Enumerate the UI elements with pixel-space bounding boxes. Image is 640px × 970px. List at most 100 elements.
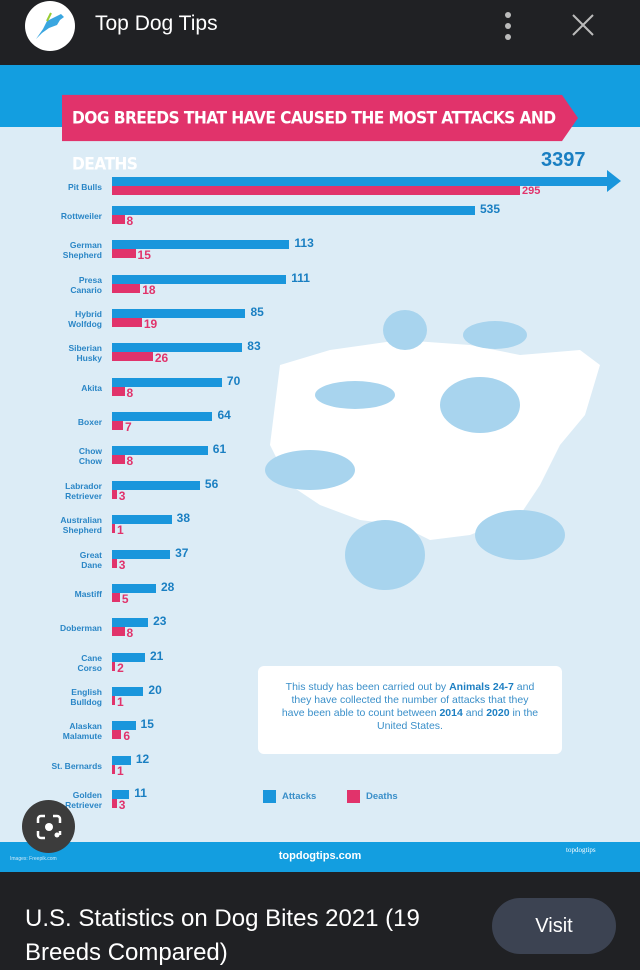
attacks-value: 111	[291, 270, 310, 285]
category-label: Chow Chow	[78, 446, 102, 467]
attacks-value: 15	[140, 717, 154, 732]
deaths-bar	[112, 798, 117, 808]
deaths-value: 15	[137, 248, 151, 263]
attacks-bar	[112, 412, 213, 422]
deaths-value: 1	[117, 523, 124, 538]
attacks-bar	[112, 446, 208, 456]
category-label: Great Dane	[79, 549, 102, 570]
deaths-bar	[112, 592, 120, 602]
attacks-bar	[112, 206, 475, 215]
attacks-bar	[112, 274, 287, 284]
close-icon[interactable]	[568, 10, 598, 40]
attacks-bar	[112, 177, 607, 186]
attacks-value: 113	[294, 236, 314, 251]
attacks-bar	[112, 549, 171, 559]
deaths-bar	[112, 730, 122, 740]
deaths-value: 8	[126, 385, 134, 400]
attacks-value: 23	[153, 614, 167, 629]
viewer-header: Top Dog Tips	[0, 0, 640, 65]
footer-logo: topdogtips	[566, 846, 596, 854]
deaths-bar	[112, 283, 141, 293]
google-lens-button[interactable]	[22, 800, 75, 853]
chart-title: DOG BREEDS THAT HAVE CAUSED THE MOST ATT…	[62, 94, 578, 174]
deaths-bar	[112, 661, 116, 671]
jumping-dog-icon	[36, 12, 64, 39]
deaths-value: 3	[118, 797, 126, 812]
deaths-value: 8	[126, 626, 134, 641]
deaths-value: 295	[522, 185, 541, 197]
attacks-value: 3397	[541, 149, 586, 171]
deaths-bar	[112, 421, 123, 431]
deaths-bar	[112, 524, 115, 534]
attacks-bar	[112, 618, 149, 628]
attacks-value: 70	[226, 373, 241, 388]
site-name: Top Dog Tips	[95, 12, 218, 35]
category-label: Alaskan Malamute	[62, 721, 102, 742]
footer-site: topdogtips.com	[278, 850, 362, 862]
deaths-bar	[112, 455, 125, 465]
deaths-bar	[112, 215, 125, 224]
category-label: Akita	[81, 382, 102, 393]
category-label: Cane Corso	[77, 652, 102, 673]
deaths-bar	[112, 489, 117, 499]
more-vert-icon[interactable]	[500, 10, 516, 42]
legend-label: Attacks	[282, 791, 317, 802]
category-label: English Bulldog	[70, 686, 102, 707]
google-lens-icon	[36, 814, 61, 839]
arrow-head	[607, 170, 621, 192]
attacks-value: 21	[149, 648, 164, 663]
category-label: Labrador Retriever	[65, 480, 102, 501]
category-label: German Shepherd	[62, 240, 102, 261]
site-logo[interactable]	[25, 1, 75, 51]
legend-label: Deaths	[366, 791, 398, 802]
category-label: Golden Retriever	[65, 789, 102, 810]
deaths-bar	[112, 318, 142, 328]
attacks-value: 20	[148, 682, 162, 697]
attacks-value: 11	[134, 785, 147, 800]
deaths-value: 7	[124, 420, 132, 435]
deaths-value: 18	[142, 282, 156, 297]
deaths-bar	[112, 764, 115, 774]
attacks-value: 535	[480, 202, 501, 216]
deaths-value: 19	[143, 317, 158, 332]
attacks-value: 38	[176, 511, 191, 526]
category-label: Hybrid Wolfdog	[68, 309, 102, 330]
category-label: Rottweiler	[60, 211, 102, 221]
attacks-bar	[112, 755, 131, 765]
deaths-value: 8	[126, 214, 134, 228]
attacks-bar	[112, 480, 200, 490]
deaths-value: 1	[117, 763, 124, 778]
legend-attacks: Attacks	[263, 790, 316, 803]
attacks-bar	[112, 583, 156, 593]
deaths-bar	[112, 186, 520, 195]
attacks-bar	[112, 240, 290, 250]
deaths-bar	[112, 352, 153, 362]
attacks-value: 28	[160, 579, 175, 594]
category-label: Australian Shepherd	[60, 515, 102, 536]
deaths-value: 8	[126, 454, 134, 469]
visit-button[interactable]: Visit	[492, 898, 616, 954]
attacks-bar	[112, 721, 136, 731]
legend-swatch-deaths	[347, 790, 360, 803]
image-caption[interactable]: U.S. Statistics on Dog Bites 2021 (19 Br…	[25, 905, 420, 966]
deaths-value: 3	[118, 557, 126, 572]
deaths-value: 3	[118, 488, 126, 503]
category-label: Presa Canario	[70, 274, 102, 295]
category-label: Pit Bulls	[67, 182, 102, 192]
deaths-value: 5	[121, 591, 129, 606]
attacks-value: 85	[250, 305, 264, 320]
category-label: Mastiff	[74, 588, 102, 599]
attacks-value: 64	[217, 408, 231, 423]
attacks-value: 12	[135, 751, 150, 766]
deaths-value: 2	[117, 660, 124, 675]
category-label: Boxer	[77, 417, 102, 428]
attacks-bar	[112, 515, 172, 525]
attacks-value: 56	[204, 476, 219, 491]
legend-deaths: Deaths	[347, 790, 398, 803]
category-label: Doberman	[59, 623, 102, 634]
image-credit: Images: Freepik.com	[10, 856, 57, 862]
deaths-value: 1	[117, 694, 124, 709]
deaths-bar	[112, 386, 125, 396]
attacks-bar	[112, 686, 144, 696]
deaths-bar	[112, 558, 117, 568]
